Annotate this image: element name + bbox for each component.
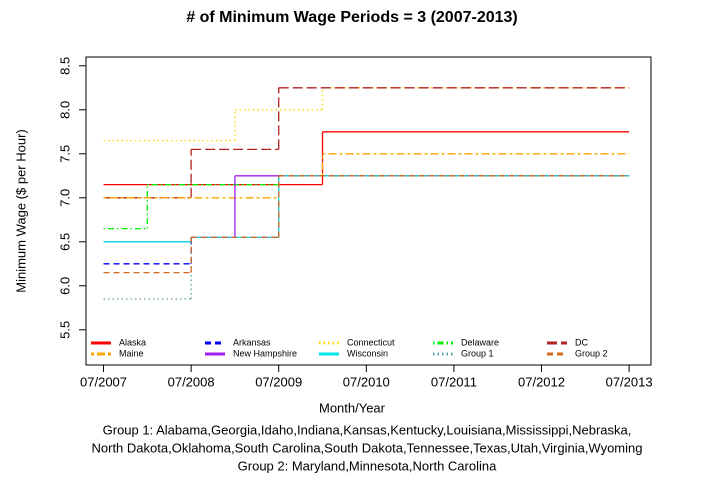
chart-title: # of Minimum Wage Periods = 3 (2007-2013… <box>186 9 518 26</box>
legend-label: DC <box>575 337 588 347</box>
footnote: Group 2: Maryland,Minnesota,North Caroli… <box>238 458 497 473</box>
legend-label: Group 1 <box>461 348 494 358</box>
x-tick-label: 07/2011 <box>431 374 477 389</box>
legend-label: Maine <box>119 348 144 358</box>
legend-label: New Hampshire <box>233 348 297 358</box>
legend-label: Delaware <box>461 337 499 347</box>
legend-label: Wisconsin <box>347 348 388 358</box>
x-tick-label: 07/2008 <box>168 374 215 389</box>
y-tick-label: 8.0 <box>57 101 72 119</box>
y-tick-label: 5.5 <box>57 321 72 339</box>
x-tick-label: 07/2013 <box>606 374 653 389</box>
legend-label: Connecticut <box>347 337 395 347</box>
legend-label: Group 2 <box>575 348 608 358</box>
y-axis-title: Minimum Wage ($ per Hour) <box>13 129 28 293</box>
legend-label: Arkansas <box>233 337 271 347</box>
footnote: Group 1: Alabama,Georgia,Idaho,Indiana,K… <box>103 422 632 437</box>
x-tick-label: 07/2007 <box>80 374 127 389</box>
x-tick-label: 07/2009 <box>255 374 302 389</box>
y-tick-label: 8.5 <box>57 57 72 75</box>
x-tick-label: 07/2012 <box>518 374 565 389</box>
footnote: North Dakota,Oklahoma,South Carolina,Sou… <box>92 440 643 455</box>
y-tick-label: 6.5 <box>57 233 72 251</box>
y-tick-label: 7.0 <box>57 189 72 207</box>
x-tick-label: 07/2010 <box>343 374 390 389</box>
plot-box <box>85 56 652 366</box>
legend-label: Alaska <box>119 337 146 347</box>
y-tick-label: 7.5 <box>57 145 72 163</box>
y-tick-label: 6.0 <box>57 277 72 295</box>
x-axis-title: Month/Year <box>319 400 386 415</box>
